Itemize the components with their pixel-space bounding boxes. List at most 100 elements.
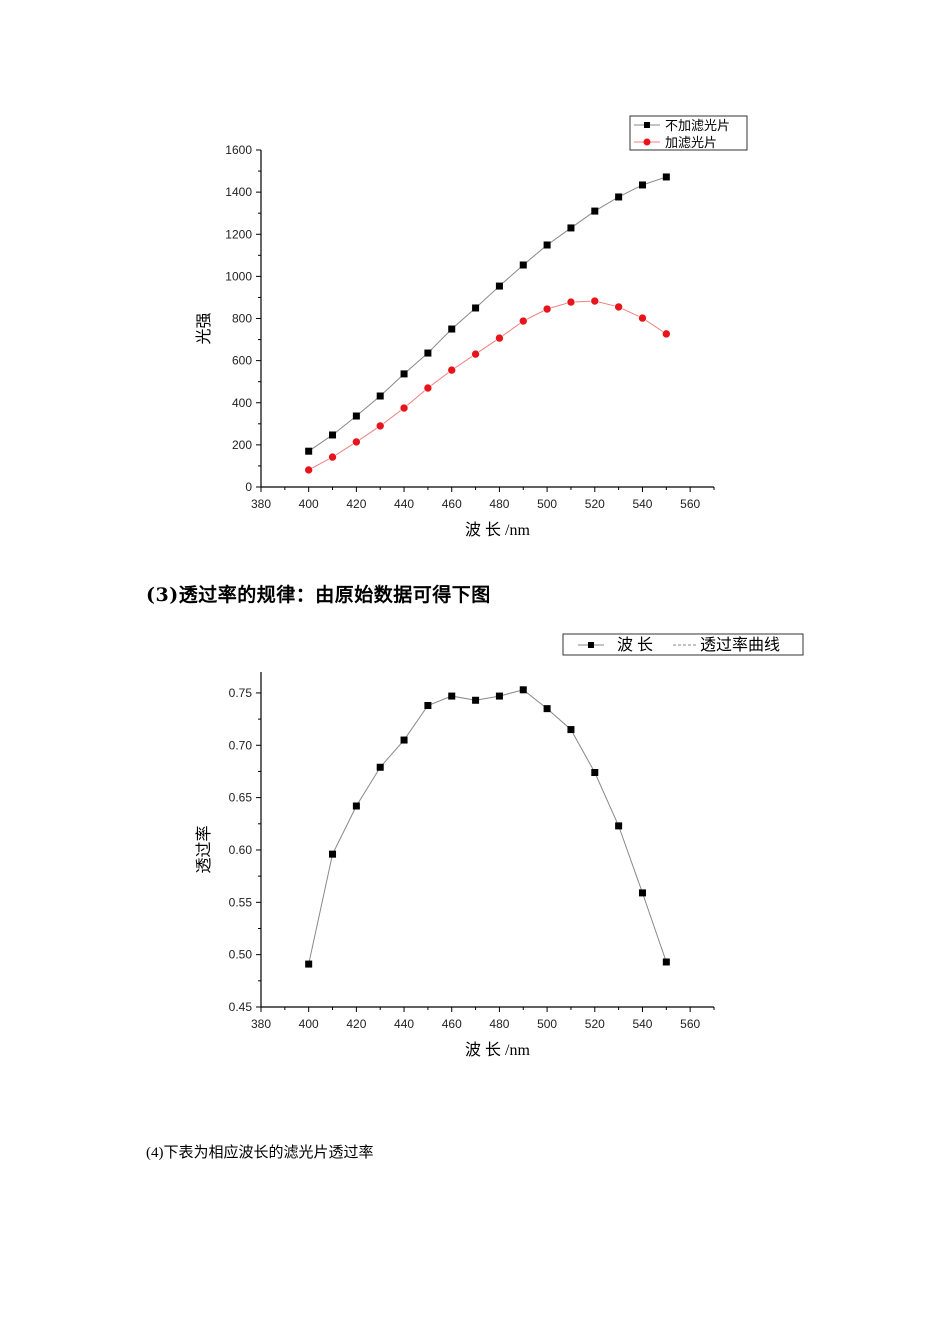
y-axis-label: 透过率 bbox=[195, 825, 213, 873]
y-tick-label: 0 bbox=[245, 480, 252, 494]
x-axis-label: 波 长 /nm bbox=[465, 1041, 530, 1059]
data-point bbox=[447, 365, 457, 375]
y-tick-label: 1200 bbox=[225, 227, 252, 241]
data-point bbox=[543, 705, 551, 713]
data-point bbox=[567, 224, 575, 232]
legend: 波 长 透过率曲线 bbox=[562, 633, 804, 656]
data-point bbox=[662, 173, 670, 181]
x-tick-label: 560 bbox=[680, 497, 700, 511]
x-tick-label: 520 bbox=[585, 497, 605, 511]
x-tick-label: 440 bbox=[394, 497, 414, 511]
data-point bbox=[615, 193, 623, 201]
y-tick-label: 1600 bbox=[225, 143, 252, 157]
y-tick-label: 1400 bbox=[225, 185, 252, 199]
y-tick-label: 0.45 bbox=[229, 1000, 253, 1014]
x-tick-label: 400 bbox=[299, 1017, 319, 1031]
axes: 380 400 420 440 460 480 500 520 540 560 0 200 400 600… bbox=[195, 143, 715, 539]
data-point bbox=[638, 889, 646, 897]
x-tick-label: 380 bbox=[251, 1017, 271, 1031]
legend-label: 透过率曲线 bbox=[700, 636, 780, 654]
data-point bbox=[542, 304, 552, 314]
data-point bbox=[352, 802, 360, 810]
data-point bbox=[662, 329, 671, 339]
y-tick-label: 0.65 bbox=[229, 791, 253, 805]
data-point bbox=[305, 447, 313, 455]
data-point bbox=[495, 333, 504, 343]
x-tick-label: 420 bbox=[346, 497, 366, 511]
x-tick-label: 540 bbox=[632, 1017, 652, 1031]
transmittance-chart: 380 400 420 440 460 480 500 520 540 560 0.45 0.50 0.… bbox=[195, 633, 804, 1059]
y-tick-label: 600 bbox=[232, 354, 252, 368]
data-point bbox=[472, 304, 480, 312]
series bbox=[305, 686, 670, 968]
x-tick-label: 400 bbox=[299, 497, 319, 511]
x-tick-label: 540 bbox=[632, 497, 652, 511]
data-point bbox=[399, 403, 409, 413]
data-point bbox=[590, 296, 600, 306]
data-point bbox=[352, 437, 361, 447]
legend-square-icon bbox=[588, 642, 594, 648]
data-point bbox=[448, 325, 456, 333]
data-point bbox=[567, 726, 575, 734]
data-point bbox=[376, 392, 384, 400]
data-point bbox=[519, 261, 527, 269]
data-point bbox=[424, 702, 432, 709]
legend-circle-icon bbox=[643, 138, 651, 146]
series bbox=[305, 173, 670, 455]
data-point bbox=[304, 465, 313, 475]
data-point bbox=[471, 349, 480, 359]
x-tick-label: 480 bbox=[489, 1017, 509, 1031]
y-tick-label: 0.75 bbox=[229, 686, 253, 700]
y-tick-label: 0.55 bbox=[229, 895, 253, 909]
y-tick-label: 400 bbox=[232, 396, 252, 410]
section-heading: (3)透过率的规律：由原始数据可得下图 bbox=[146, 584, 491, 606]
y-tick-label: 0.50 bbox=[229, 948, 253, 962]
data-point bbox=[495, 282, 503, 290]
x-tick-label: 380 bbox=[251, 497, 271, 511]
axes: 380 400 420 440 460 480 500 520 540 560 0.45 0.50 0.… bbox=[195, 672, 715, 1059]
light-intensity-chart: 380 400 420 440 460 480 500 520 540 560 0 200 400 600… bbox=[195, 115, 748, 539]
data-point bbox=[495, 692, 503, 700]
series bbox=[304, 296, 671, 475]
data-point bbox=[375, 421, 385, 431]
x-tick-label: 560 bbox=[680, 1017, 700, 1031]
data-point bbox=[519, 686, 527, 694]
table-caption: (4)下表为相应波长的滤光片透过率 bbox=[146, 1145, 374, 1161]
data-point bbox=[614, 302, 623, 312]
data-point bbox=[376, 763, 384, 771]
data-point bbox=[328, 452, 337, 462]
x-axis-label: 波 长 /nm bbox=[465, 521, 530, 539]
data-point bbox=[566, 297, 576, 307]
y-tick-label: 200 bbox=[232, 438, 252, 452]
x-tick-label: 480 bbox=[489, 497, 509, 511]
data-point bbox=[400, 736, 408, 744]
data-point bbox=[591, 769, 599, 776]
data-point bbox=[638, 313, 647, 323]
x-tick-label: 500 bbox=[537, 1017, 557, 1031]
data-point bbox=[472, 696, 480, 704]
y-tick-label: 0.60 bbox=[229, 843, 253, 857]
x-tick-label: 420 bbox=[346, 1017, 366, 1031]
legend-square-icon bbox=[644, 122, 650, 128]
x-tick-label: 520 bbox=[585, 1017, 605, 1031]
x-tick-label: 500 bbox=[537, 497, 557, 511]
legend-label: 不加滤光片 bbox=[665, 118, 730, 133]
x-tick-label: 460 bbox=[442, 1017, 462, 1031]
data-point bbox=[615, 822, 623, 830]
data-point bbox=[662, 958, 670, 966]
legend-label: 加滤光片 bbox=[665, 135, 717, 150]
y-axis-label: 光强 bbox=[195, 312, 213, 344]
data-point bbox=[329, 431, 337, 439]
data-point bbox=[638, 181, 646, 189]
data-point bbox=[543, 241, 551, 249]
x-tick-label: 460 bbox=[442, 497, 462, 511]
legend-label: 波 长 bbox=[617, 636, 653, 654]
data-point bbox=[352, 412, 360, 420]
data-point bbox=[423, 383, 433, 393]
x-tick-label: 440 bbox=[394, 1017, 414, 1031]
data-point bbox=[305, 960, 313, 968]
data-point bbox=[329, 850, 337, 858]
data-point bbox=[400, 370, 408, 378]
